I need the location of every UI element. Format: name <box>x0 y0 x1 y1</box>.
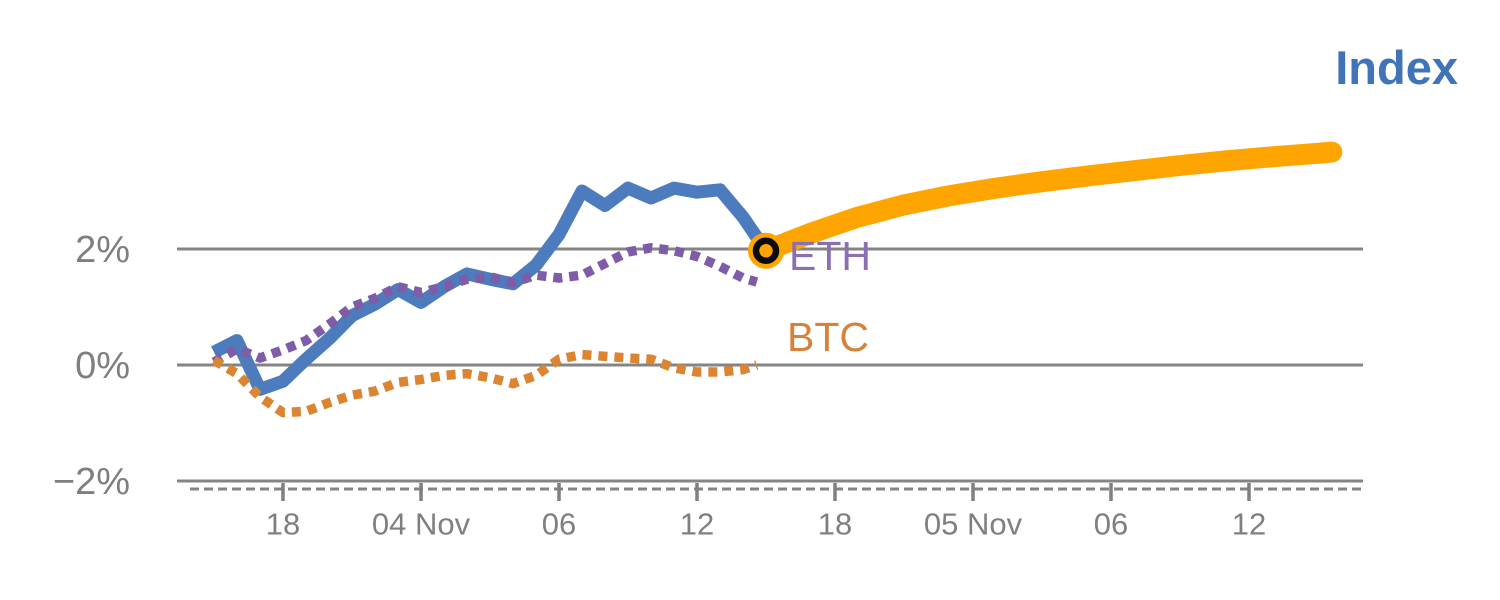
current-point-marker-ring <box>752 237 780 264</box>
series-line-index-projection <box>755 141 1343 262</box>
eth-series-label: ETH <box>789 233 871 279</box>
x-tick-label: 06 <box>542 507 576 542</box>
series-line-eth <box>211 243 759 367</box>
x-tick-label: 06 <box>1094 507 1128 542</box>
x-tick-label: 18 <box>266 507 300 542</box>
y-tick-label: −2% <box>53 461 130 503</box>
btc-series-label: BTC <box>787 314 869 360</box>
x-tick-label: 12 <box>1232 507 1266 542</box>
x-tick-label: 18 <box>818 507 852 542</box>
y-tick-label: 2% <box>75 229 130 271</box>
x-tick-label: 05 Nov <box>924 507 1023 542</box>
x-tick-label: 04 Nov <box>372 507 471 542</box>
x-tick-label: 12 <box>680 507 714 542</box>
chart-title: Index <box>1335 41 1458 94</box>
series-line-index-history <box>211 181 772 396</box>
y-tick-label: 0% <box>75 345 130 387</box>
